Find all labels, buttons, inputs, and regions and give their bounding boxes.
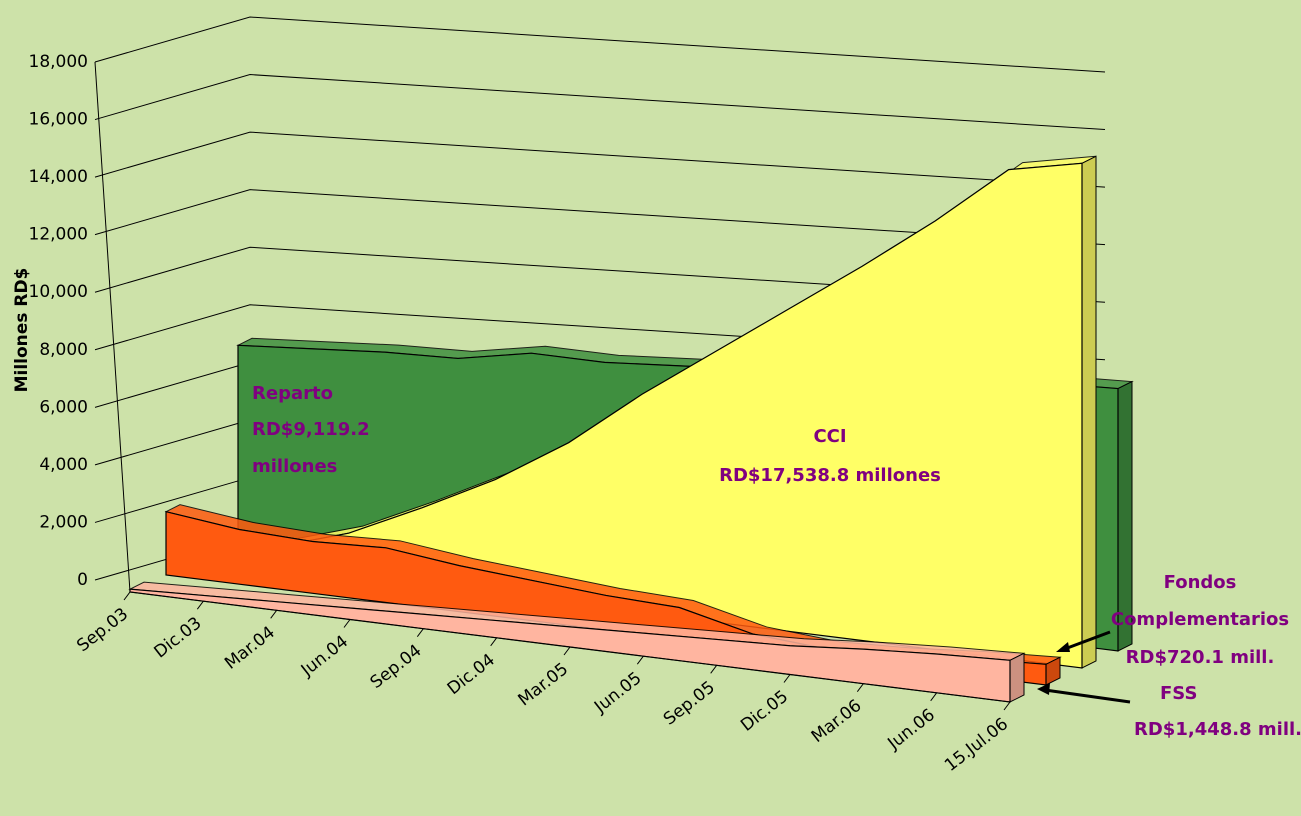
annotation: RD$1,448.8 mill. [1134,719,1301,740]
grid-line [94,74,1106,131]
arrow [1044,688,1131,704]
arrow [1061,630,1111,652]
annotation: Complementarios [1111,609,1289,630]
y-tick-label: 16,000 [29,110,88,130]
arrow-head [1056,642,1070,652]
annotation: millones [252,456,337,477]
annotation: RD$17,538.8 millones [719,465,941,486]
annotation: FSS [1160,683,1197,704]
x-tick [930,692,938,702]
area-side [1081,155,1097,669]
x-tick [123,591,131,601]
grid-line [94,246,1106,303]
annotation: CCI [813,426,846,447]
x-tick [710,665,718,674]
annotation: RD$9,119.2 [252,419,370,440]
x-axis [129,591,1011,703]
x-tick [416,628,424,637]
grid-line [94,131,1106,188]
x-tick [490,637,498,647]
y-tick-label: 6,000 [39,397,88,417]
grid-line [94,16,1106,73]
y-axis-label: Millones RD$ [12,268,32,393]
y-tick-label: 12,000 [29,225,88,245]
x-tick [783,674,791,683]
areas [128,155,1134,703]
x-tick [1003,701,1011,711]
y-tick-label: 0 [77,570,88,590]
arrow-head [1037,683,1050,695]
annotation: Reparto [252,383,333,404]
y-tick-label: 14,000 [29,167,88,187]
x-tick [343,619,351,628]
y-tick-label: 8,000 [39,340,88,360]
x-tick [636,655,644,665]
x-tick [270,610,278,619]
grid-line [94,189,1106,246]
x-tick [563,646,571,656]
annotation: Fondos [1164,572,1237,593]
y-tick-label: 10,000 [29,282,88,302]
y-axis [94,61,131,593]
y-tick-label: 18,000 [29,52,88,72]
y-tick-label: 4,000 [39,455,88,475]
annotation: RD$720.1 mill. [1126,647,1275,668]
y-tick-label: 2,000 [39,512,88,532]
area-side [1009,652,1025,703]
x-tick [196,600,204,610]
x-tick [856,683,864,692]
